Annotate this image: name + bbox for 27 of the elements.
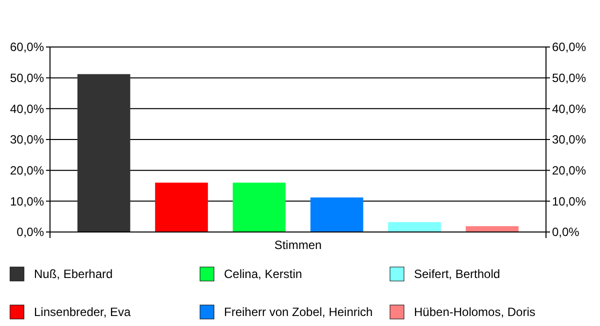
text: 10,0%	[552, 194, 586, 208]
text: 40,0%	[552, 102, 586, 116]
y-tick-label: 60,0%	[10, 40, 44, 54]
y-tick-label: 0,0%	[16, 225, 44, 240]
bar	[466, 226, 519, 232]
text: 60,0%	[552, 40, 586, 54]
text: 50,0%	[552, 71, 586, 86]
bar	[388, 222, 441, 232]
y-tick-label: 10,0%	[10, 194, 44, 208]
text: 30,0%	[552, 132, 586, 147]
y-tick-label: 50,0%	[10, 71, 44, 86]
bar	[155, 182, 208, 232]
legend-label: Linsenbreder, Eva	[34, 305, 132, 320]
bar	[77, 74, 130, 232]
bar	[232, 182, 286, 232]
x-tick-label: Stimmen	[274, 238, 322, 252]
legend-label: Celina, Kerstin	[224, 267, 302, 282]
y-tick-label: 30,0%	[10, 132, 44, 147]
legend-label: Seifert, Berthold	[414, 267, 500, 282]
legend-label: Freiherr von Zobel, Heinrich	[224, 305, 373, 320]
bar	[310, 197, 364, 232]
text: 20,0%	[552, 164, 586, 178]
y-tick-label: 20,0%	[10, 164, 44, 178]
y-tick-label: 40,0%	[10, 102, 44, 116]
legend-label: Hüben-Holomos, Doris	[414, 305, 536, 320]
text: 0,0%	[552, 225, 580, 240]
legend-label: Nuß, Eberhard	[34, 267, 113, 282]
